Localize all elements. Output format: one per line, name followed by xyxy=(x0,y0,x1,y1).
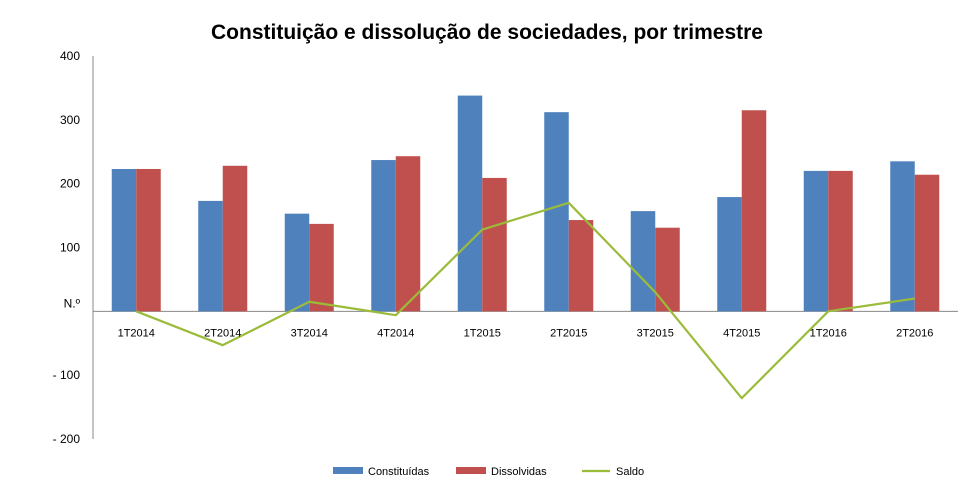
x-category-label: 2T2014 xyxy=(204,327,241,339)
bar-constituidas xyxy=(371,160,396,312)
x-category-label: 1T2014 xyxy=(118,327,155,339)
x-category-label: 3T2014 xyxy=(291,327,328,339)
bar-constituidas xyxy=(457,95,483,312)
y-axis-label: N.º xyxy=(64,296,81,310)
bar-constituidas xyxy=(890,161,915,312)
chart-title: Constituição e dissolução de sociedades,… xyxy=(211,21,763,44)
legend-item-saldo: Saldo xyxy=(582,466,644,478)
saldo-line-group xyxy=(135,201,915,400)
bars xyxy=(111,95,940,312)
bar-constituidas xyxy=(630,211,656,312)
x-category-label: 4T2015 xyxy=(723,327,760,339)
y-tick-label: 400 xyxy=(60,49,80,63)
bar-dissolvidas xyxy=(741,110,767,312)
bar-dissolvidas xyxy=(914,174,940,312)
bar-constituidas xyxy=(717,197,742,312)
saldo-line xyxy=(135,201,915,400)
axes: 400 300 200 100 - 100 - 200 N.º xyxy=(53,49,958,446)
x-category-label: 2T2016 xyxy=(896,327,933,339)
legend-label: Saldo xyxy=(616,466,644,478)
legend-label: Dissolvidas xyxy=(491,466,547,478)
bar-dissolvidas xyxy=(828,170,853,312)
category-labels: 1T2014 2T2014 3T2014 4T2014 1T2015 2T2015 3T20… xyxy=(118,327,934,339)
x-category-label: 1T2016 xyxy=(810,327,847,339)
bar-constituidas xyxy=(198,200,223,312)
x-category-label: 4T2014 xyxy=(377,327,414,339)
legend-item-dissolvidas: Dissolvidas xyxy=(456,466,547,478)
bar-constituidas xyxy=(803,170,829,312)
y-tick-label: - 100 xyxy=(53,368,81,382)
legend-item-constituidas: Constituídas xyxy=(333,466,430,478)
bar-dissolvidas xyxy=(309,223,334,312)
x-category-label: 2T2015 xyxy=(550,327,587,339)
bar-dissolvidas xyxy=(136,168,161,312)
y-tick-label: - 200 xyxy=(53,432,81,446)
legend-swatch xyxy=(333,467,363,474)
legend-label: Constituídas xyxy=(368,466,430,478)
x-category-label: 3T2015 xyxy=(637,327,674,339)
bar-dissolvidas xyxy=(568,220,594,312)
bar-dissolvidas xyxy=(482,177,507,312)
y-tick-label: 300 xyxy=(60,113,80,127)
bar-constituidas xyxy=(111,168,137,312)
bar-constituidas xyxy=(284,213,310,312)
legend: Constituídas Dissolvidas Saldo xyxy=(333,466,644,478)
y-tick-label: 100 xyxy=(60,241,80,255)
bar-dissolvidas xyxy=(655,227,680,312)
bar-dissolvidas xyxy=(222,165,248,312)
bar-dissolvidas xyxy=(395,156,421,312)
bar-constituidas xyxy=(544,112,569,312)
y-tick-label: 200 xyxy=(60,177,80,191)
x-category-label: 1T2015 xyxy=(464,327,501,339)
legend-swatch xyxy=(456,467,486,474)
